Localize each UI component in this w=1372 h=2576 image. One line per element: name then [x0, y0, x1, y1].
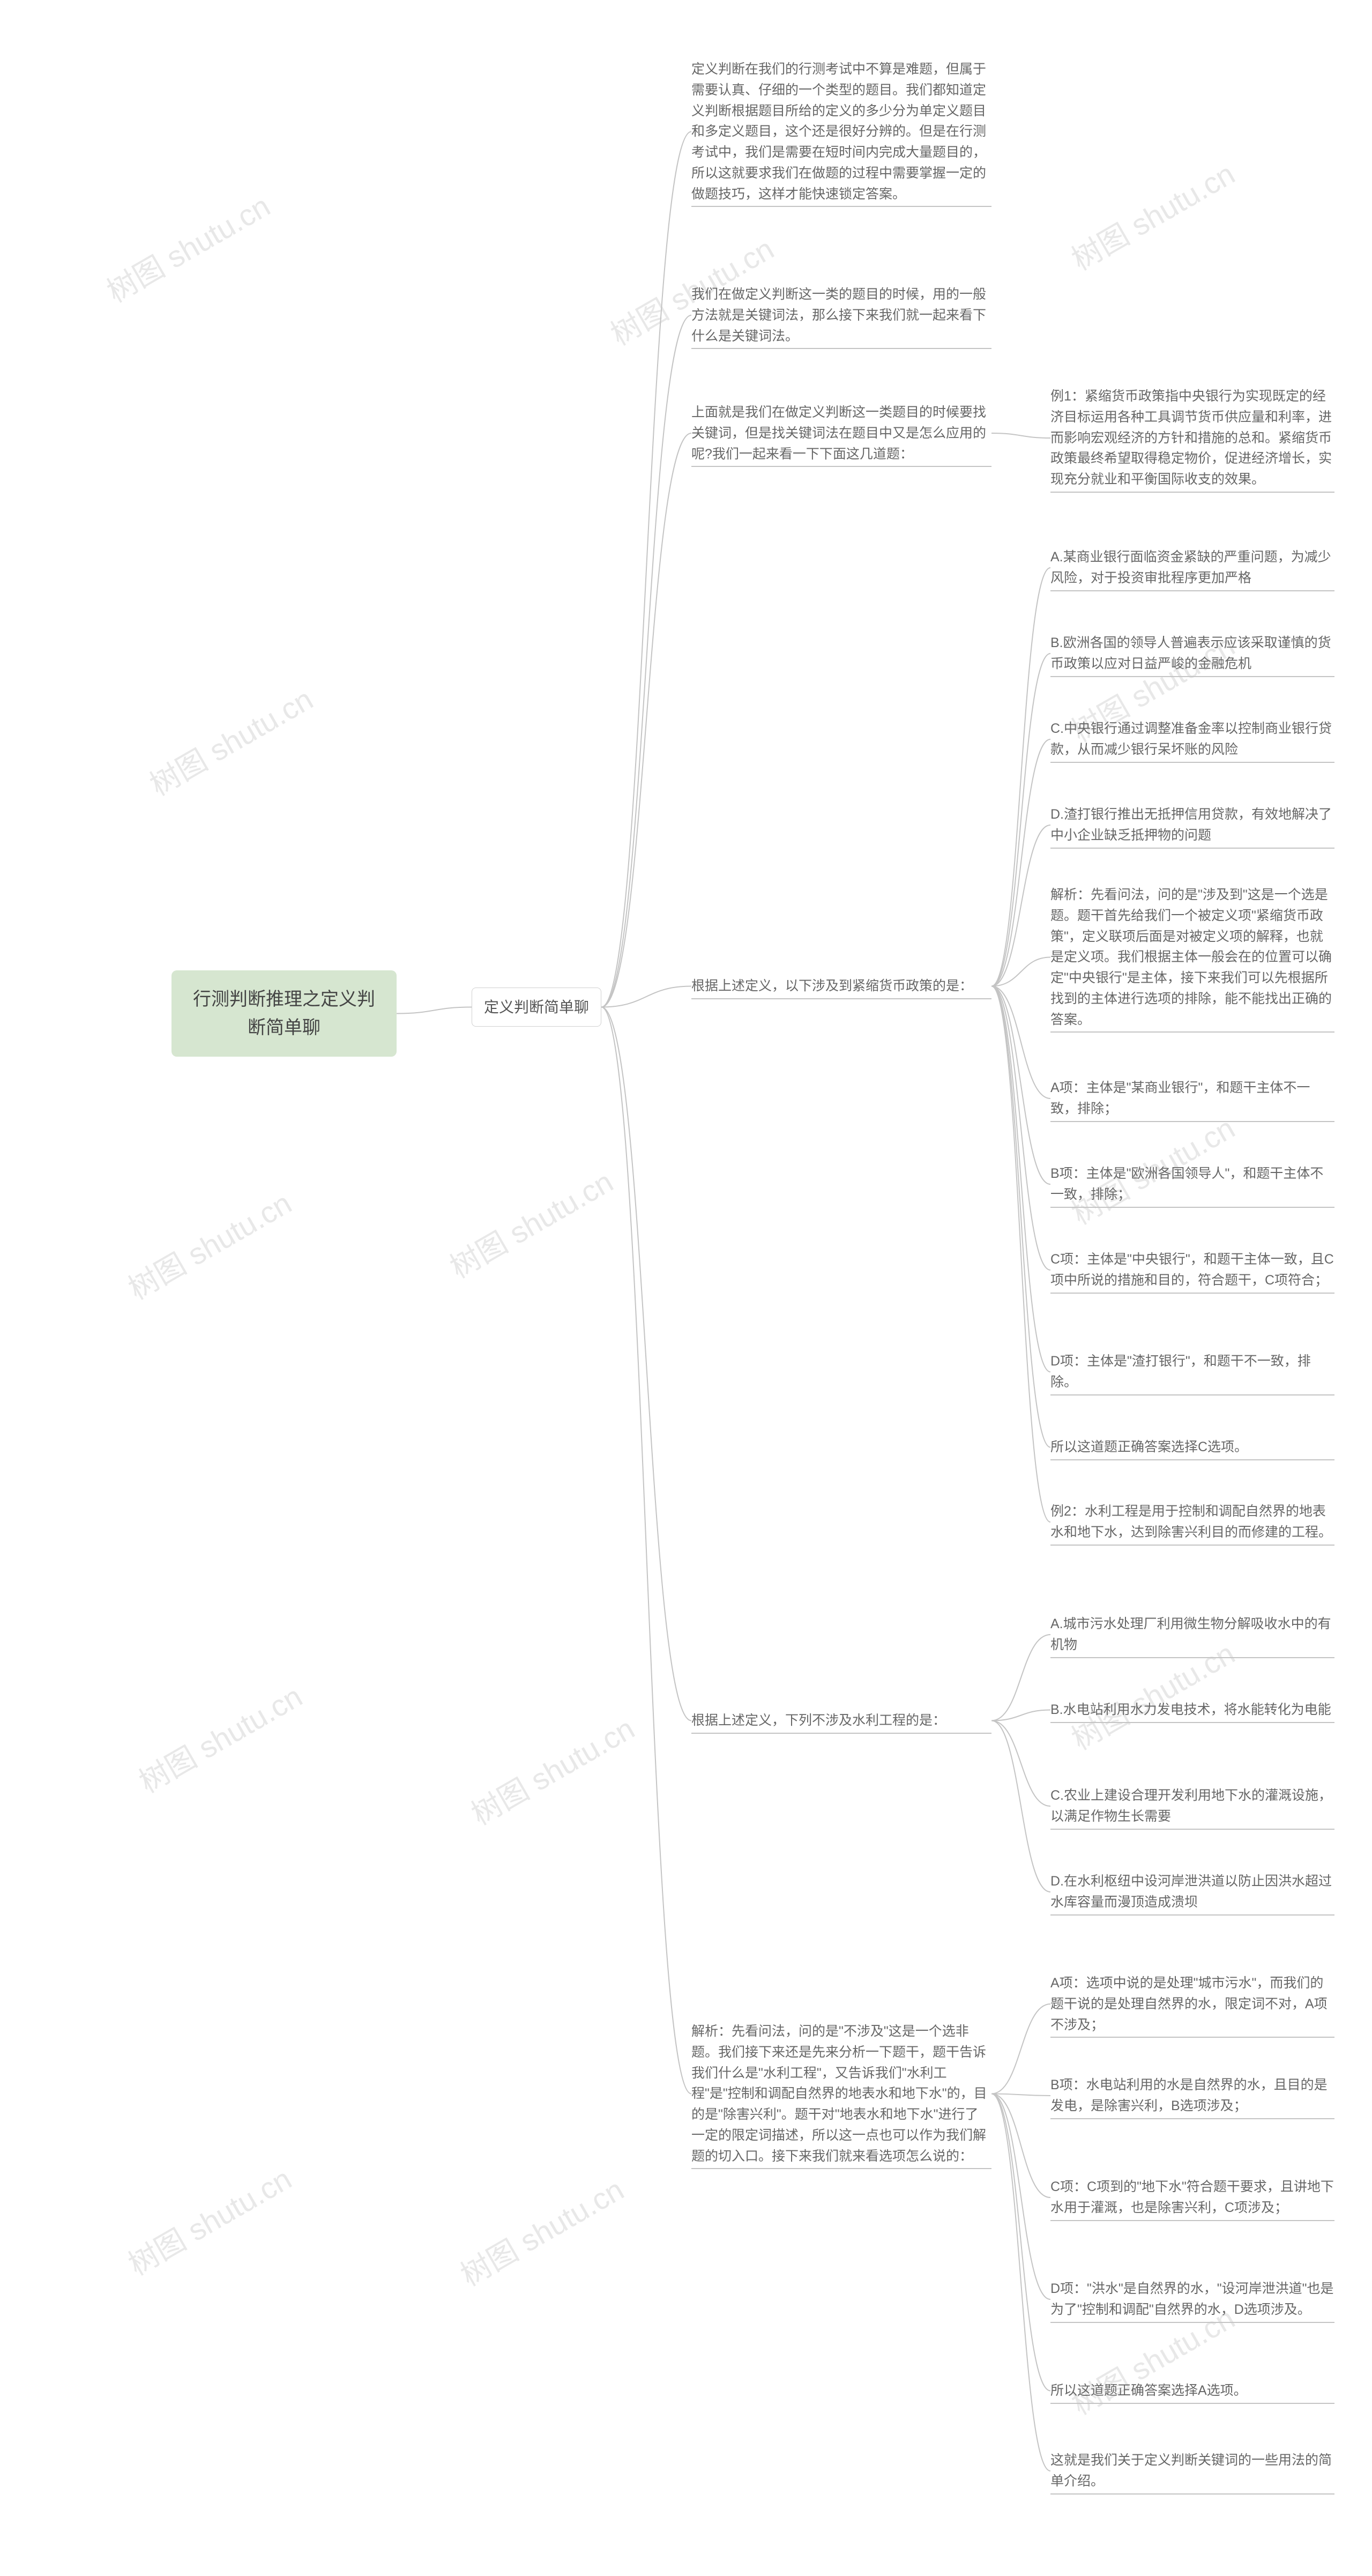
- level4-node: D项：主体是"渣打银行"，和题干不一致，排除。: [1050, 1351, 1334, 1393]
- level4-node: C.中央银行通过调整准备金率以控制商业银行贷款，从而减少银行呆坏账的风险: [1050, 718, 1334, 760]
- level4-node: A项：选项中说的是处理"城市污水"，而我们的题干说的是处理自然界的水，限定词不对…: [1050, 1973, 1334, 2035]
- level4-node: 这就是我们关于定义判断关键词的一些用法的简单介绍。: [1050, 2450, 1334, 2492]
- level4-node: 所以这道题正确答案选择C选项。: [1050, 1437, 1334, 1458]
- level4-node: C项：C项到的"地下水"符合题干要求，且讲地下水用于灌溉，也是除害兴利，C项涉及…: [1050, 2177, 1334, 2218]
- level4-node: B项：水电站利用的水是自然界的水，且目的是发电，是除害兴利，B选项涉及；: [1050, 2075, 1334, 2117]
- level4-node: A项：主体是"某商业银行"，和题干主体不一致，排除；: [1050, 1078, 1334, 1119]
- level4-node: B.欧洲各国的领导人普遍表示应该采取谨慎的货币政策以应对日益严峻的金融危机: [1050, 633, 1334, 674]
- level4-node: A.某商业银行面临资金紧缺的严重问题，为减少风险，对于投资审批程序更加严格: [1050, 547, 1334, 589]
- level4-node: B.水电站利用水力发电技术，将水能转化为电能: [1050, 1699, 1334, 1720]
- level4-node: C项：主体是"中央银行"，和题干主体一致，且C项中所说的措施和目的，符合题干，C…: [1050, 1249, 1334, 1291]
- level3-node: 解析：先看问法，问的是"不涉及"这是一个选非题。我们接下来还是先来分析一下题干，…: [691, 2021, 991, 2166]
- level4-node: C.农业上建设合理开发利用地下水的灌溉设施，以满足作物生长需要: [1050, 1785, 1334, 1827]
- level4-node: 例2：水利工程是用于控制和调配自然界的地表水和地下水，达到除害兴利目的而修建的工…: [1050, 1501, 1334, 1543]
- level4-node: 解析：先看问法，问的是"涉及到"这是一个选是题。题干首先给我们一个被定义项"紧缩…: [1050, 885, 1334, 1030]
- level4-node: D.在水利枢纽中设河岸泄洪道以防止因洪水超过水库容量而漫顶造成溃坝: [1050, 1871, 1334, 1913]
- level4-node: B项：主体是"欧洲各国领导人"，和题干主体不一致，排除；: [1050, 1163, 1334, 1205]
- level4-node: 例1：紧缩货币政策指中央银行为实现既定的经济目标运用各种工具调节货币供应量和利率…: [1050, 386, 1334, 490]
- level4-node: 所以这道题正确答案选择A选项。: [1050, 2380, 1334, 2401]
- level4-node: D项："洪水"是自然界的水，"设河岸泄洪道"也是为了"控制和调配"自然界的水，D…: [1050, 2278, 1334, 2320]
- level4-node: A.城市污水处理厂利用微生物分解吸收水中的有机物: [1050, 1614, 1334, 1656]
- root-node: 行测判断推理之定义判断简单聊: [172, 970, 397, 1057]
- level3-node: 定义判断在我们的行测考试中不算是难题，但属于需要认真、仔细的一个类型的题目。我们…: [691, 59, 991, 204]
- level3-node: 上面就是我们在做定义判断这一类题目的时候要找关键词，但是找关键词法在题目中又是怎…: [691, 402, 991, 464]
- level3-node: 根据上述定义，以下涉及到紧缩货币政策的是：: [691, 976, 991, 997]
- level3-node: 我们在做定义判断这一类的题目的时候，用的一般方法就是关键词法，那么接下来我们就一…: [691, 284, 991, 346]
- level4-node: D.渣打银行推出无抵押信用贷款，有效地解决了中小企业缺乏抵押物的问题: [1050, 804, 1334, 846]
- level3-node: 根据上述定义，下列不涉及水利工程的是：: [691, 1710, 991, 1731]
- level2-node: 定义判断简单聊: [472, 988, 601, 1027]
